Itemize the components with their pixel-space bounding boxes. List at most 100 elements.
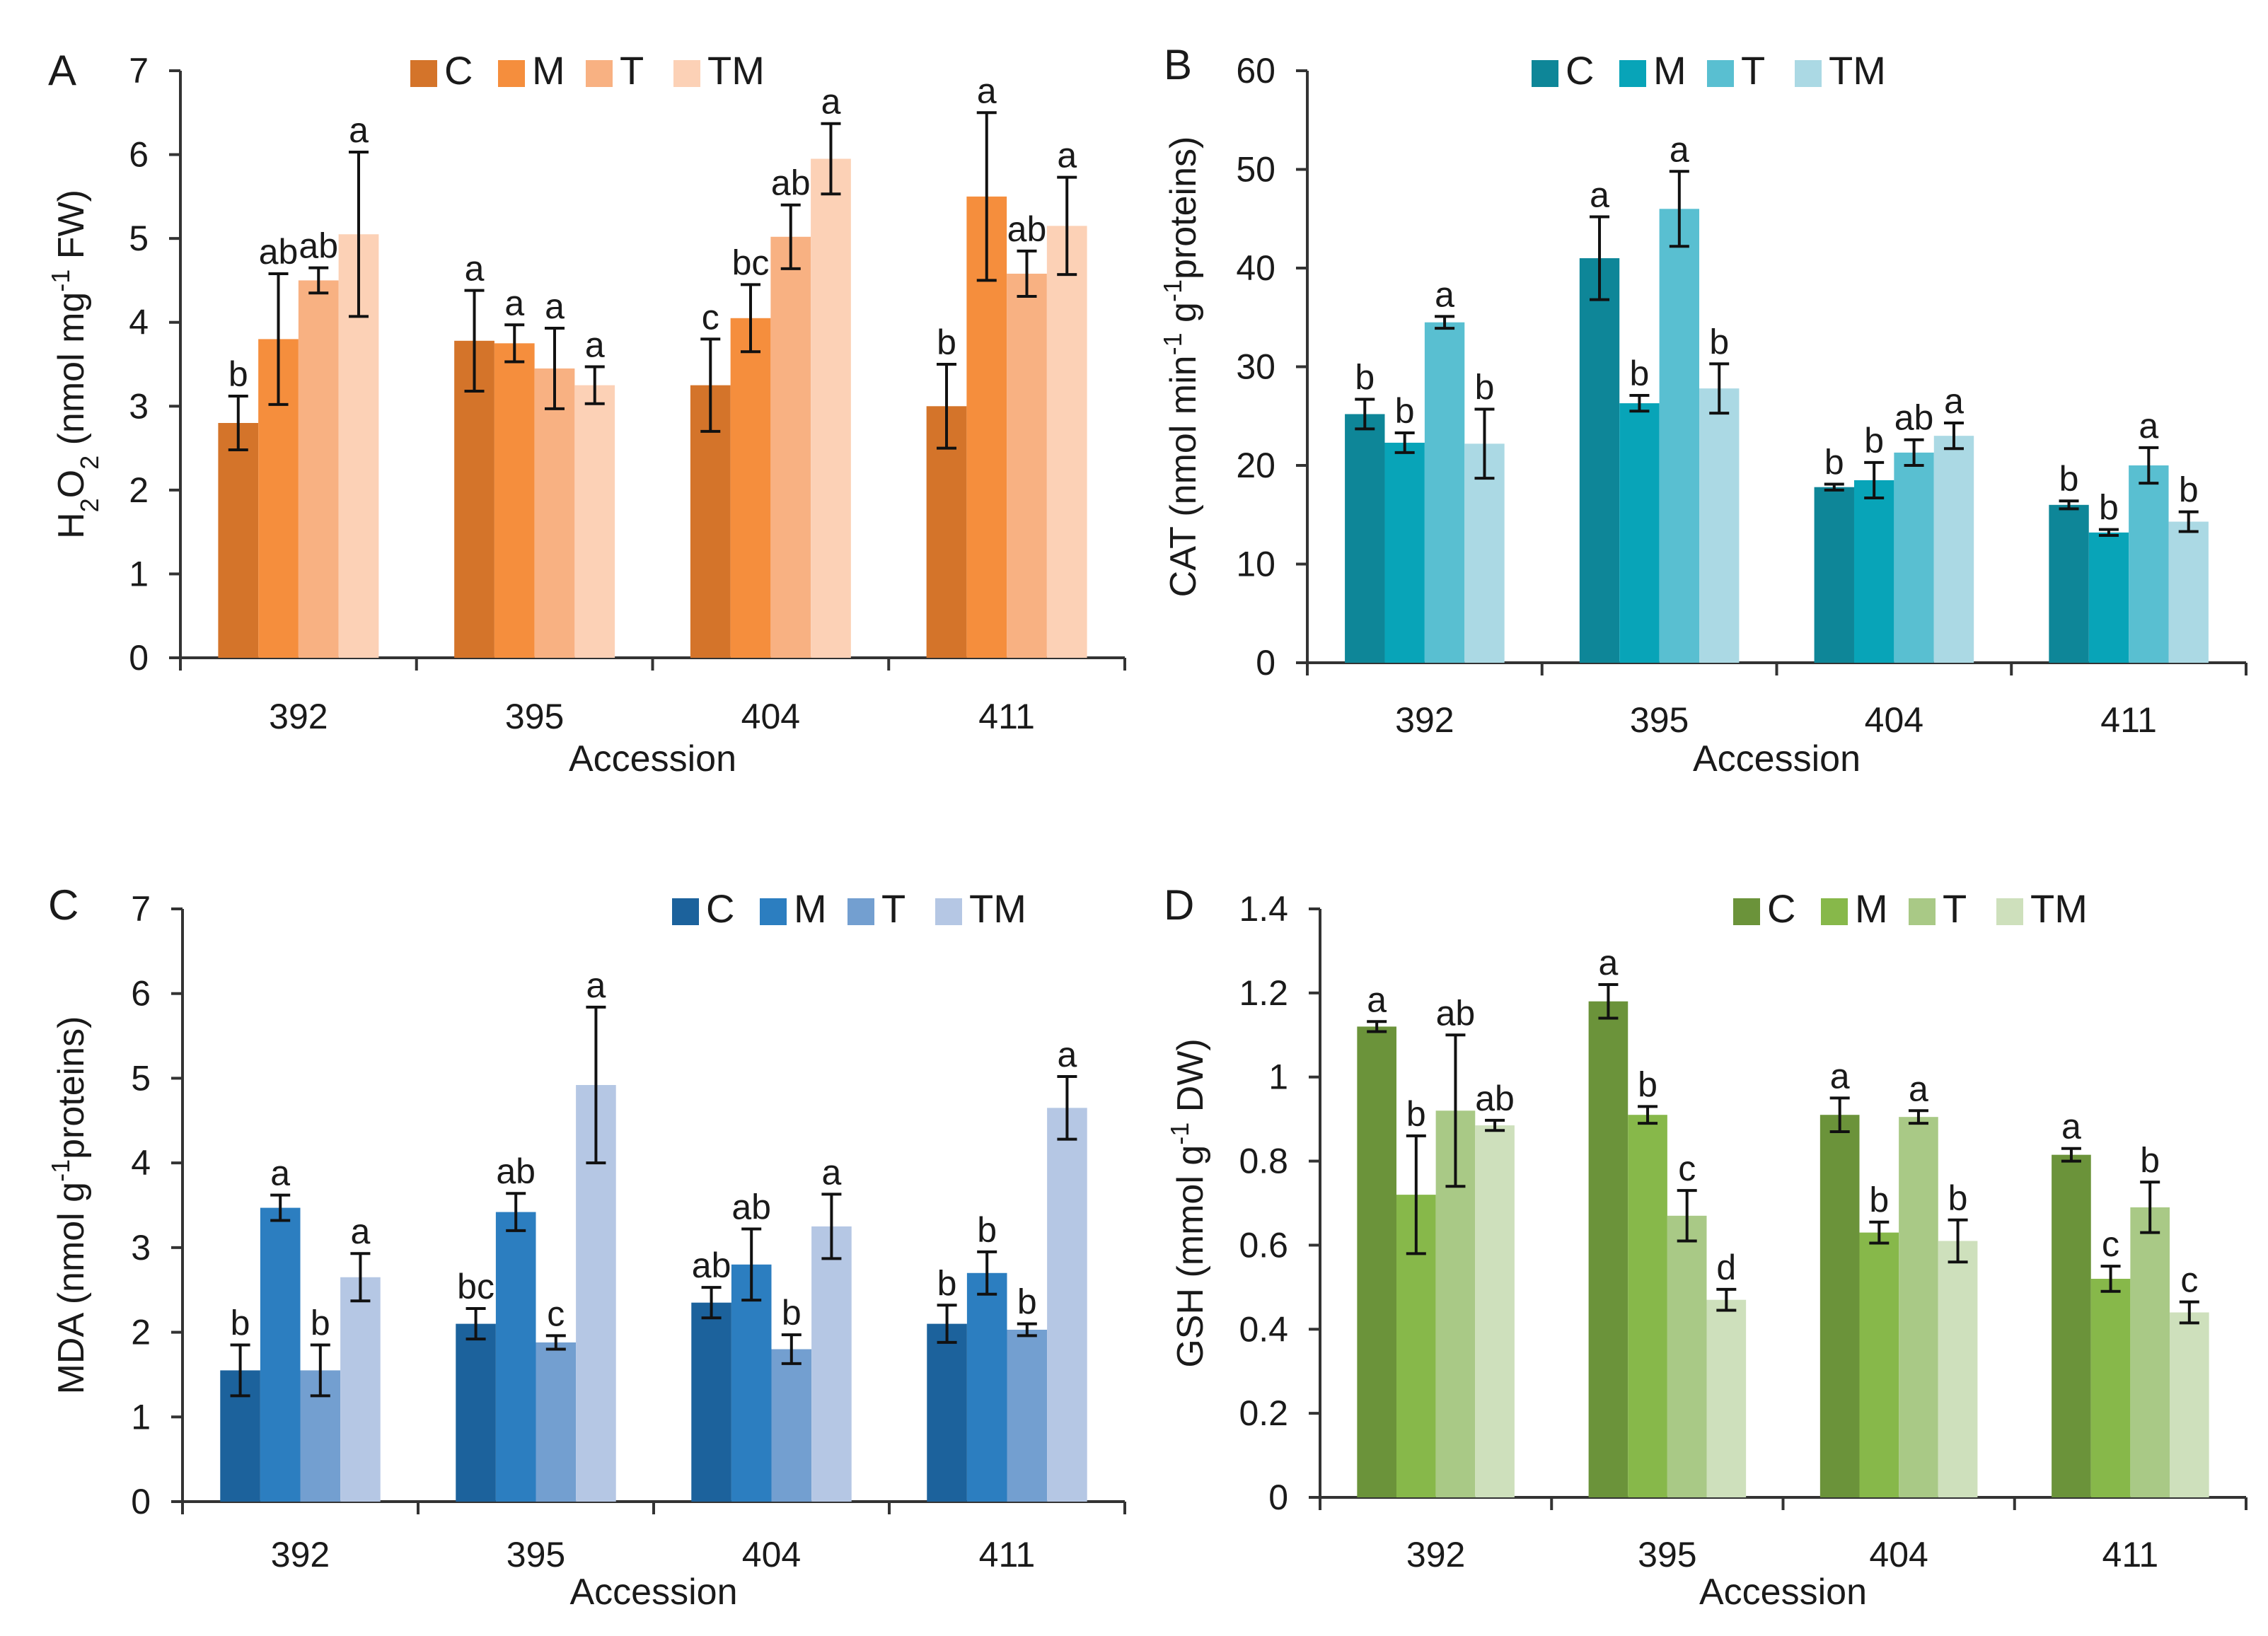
significance-label: a: [586, 965, 606, 1005]
significance-label: a: [585, 325, 605, 365]
x-tick-label: 395: [505, 697, 564, 736]
significance-label: a: [1670, 129, 1689, 169]
y-axis-title-part: 2: [75, 498, 104, 512]
y-tick-label: 30: [1236, 347, 1275, 387]
bar-tm: [1046, 226, 1087, 658]
bar-t: [1007, 273, 1047, 658]
bar-t: [1424, 322, 1465, 663]
legend-swatch-t: [586, 60, 613, 87]
y-tick-label: 0: [129, 638, 149, 678]
y-axis-title-part: proteins): [51, 1016, 92, 1159]
x-tick-label: 392: [1395, 700, 1454, 740]
legend-swatch-t: [847, 898, 874, 925]
significance-label: a: [504, 283, 524, 323]
bar-t: [771, 1349, 812, 1502]
legend-swatch-t: [1909, 898, 1936, 925]
bar-t: [1894, 452, 1934, 663]
y-axis-title-part: -1: [1158, 332, 1187, 355]
bar-tm: [1706, 1299, 1747, 1497]
significance-label: c: [702, 297, 719, 337]
x-tick-label: 404: [1865, 700, 1923, 740]
significance-label: b: [311, 1304, 330, 1343]
significance-label: ab: [1894, 398, 1934, 438]
legend-label-t: T: [620, 48, 644, 93]
significance-label: ab: [259, 232, 299, 272]
y-tick-label: 1.2: [1239, 973, 1288, 1013]
y-axis-title-part: GSH (mmol g: [1170, 1145, 1211, 1368]
significance-label: b: [977, 1210, 997, 1250]
legend-label-c: C: [706, 886, 734, 931]
bar-tm: [1475, 1125, 1515, 1497]
y-axis-title: H2O2 (nmol mg-1 FW): [46, 190, 104, 539]
panel-letter-c: C: [48, 881, 79, 929]
significance-label: ab: [771, 163, 811, 203]
y-tick-label: 0.6: [1239, 1225, 1288, 1265]
x-tick-label: 392: [269, 697, 328, 736]
bar-t: [1899, 1117, 1938, 1497]
y-tick-label: 0: [1256, 643, 1275, 683]
y-axis-title-part: -1: [46, 269, 75, 292]
legend-swatch-tm: [1795, 60, 1822, 87]
significance-label: b: [2099, 488, 2119, 528]
y-tick-label: 2: [129, 470, 149, 510]
panel-c: C: [48, 881, 79, 929]
significance-label: a: [821, 82, 841, 122]
bar-c: [2052, 1154, 2091, 1497]
significance-label: ab: [731, 1188, 771, 1227]
significance-label: b: [782, 1293, 802, 1333]
significance-label: ab: [496, 1151, 536, 1191]
bar-tm: [574, 385, 615, 658]
significance-label: c: [2102, 1224, 2119, 1264]
bar-t: [770, 236, 811, 658]
significance-label: a: [1058, 1035, 1077, 1074]
significance-label: a: [1590, 175, 1609, 214]
y-tick-label: 1: [129, 554, 149, 593]
y-tick-label: 5: [131, 1058, 151, 1098]
significance-label: a: [1057, 136, 1077, 175]
y-axis-title-part: (nmol mg: [51, 292, 92, 456]
significance-label: ab: [1007, 209, 1047, 249]
x-tick-label: 392: [271, 1535, 330, 1574]
y-tick-label: 0.8: [1239, 1142, 1288, 1181]
panel-a: A: [48, 47, 76, 94]
bar-c: [927, 1323, 967, 1502]
significance-label: b: [1864, 421, 1884, 460]
legend-label-t: T: [1943, 886, 1967, 931]
y-tick-label: 7: [129, 51, 149, 91]
bar-m: [1853, 480, 1894, 663]
bar-t: [534, 368, 575, 658]
significance-label: b: [2059, 459, 2079, 499]
legend-label-tm: TM: [1829, 48, 1886, 93]
bar-m: [2088, 532, 2129, 663]
y-tick-label: 0.2: [1239, 1393, 1288, 1433]
x-tick-label: 411: [2102, 1535, 2159, 1574]
legend-swatch-tm: [935, 898, 962, 925]
bar-tm: [1464, 443, 1505, 663]
bar-t: [1659, 209, 1700, 663]
y-tick-label: 1: [1268, 1057, 1288, 1097]
panel-letter-a: A: [48, 47, 76, 94]
significance-label: b: [1406, 1094, 1426, 1134]
significance-label: b: [937, 1263, 957, 1303]
significance-label: b: [1948, 1178, 1968, 1218]
significance-label: b: [1355, 358, 1375, 398]
bar-tm: [2170, 1312, 2209, 1497]
y-tick-label: 20: [1236, 446, 1275, 485]
legend-swatch-c: [672, 898, 699, 925]
y-tick-label: 0: [1268, 1478, 1288, 1517]
legend-swatch-tm: [1996, 898, 2023, 925]
bar-m: [1859, 1232, 1899, 1497]
legend-swatch-c: [410, 60, 437, 87]
significance-label: ab: [692, 1246, 731, 1285]
y-tick-label: 40: [1236, 248, 1275, 288]
legend-label-m: M: [1855, 886, 1888, 931]
significance-label: d: [1716, 1248, 1736, 1287]
bar-m: [1384, 442, 1425, 663]
y-axis-title-part: O: [51, 470, 92, 498]
legend-label-tm: TM: [2030, 886, 2088, 931]
x-tick-label: 404: [742, 1535, 801, 1574]
bar-m: [966, 1272, 1007, 1502]
significance-label: b: [2140, 1140, 2160, 1180]
significance-label: b: [1824, 443, 1844, 482]
